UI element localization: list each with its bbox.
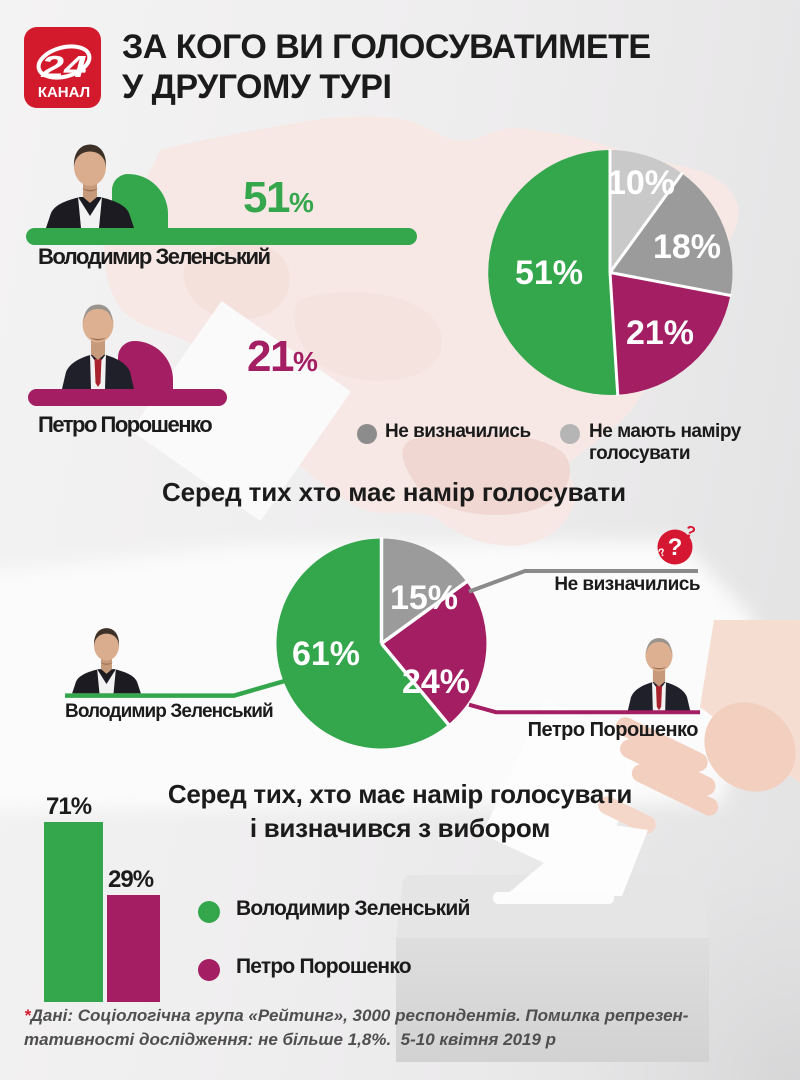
svg-text:24%: 24% — [402, 663, 470, 701]
svg-text:?: ? — [657, 546, 668, 560]
svg-text:КАНАЛ: КАНАЛ — [38, 84, 90, 101]
svg-text:51%: 51% — [515, 254, 583, 292]
svg-text:10%: 10% — [607, 164, 675, 202]
svg-text:24: 24 — [40, 49, 87, 84]
svg-text:61%: 61% — [292, 635, 360, 673]
svg-text:?: ? — [683, 523, 697, 542]
svg-text:15%: 15% — [390, 579, 458, 617]
svg-text:18%: 18% — [653, 228, 721, 266]
svg-text:?: ? — [668, 534, 683, 561]
svg-text:21%: 21% — [626, 314, 694, 352]
